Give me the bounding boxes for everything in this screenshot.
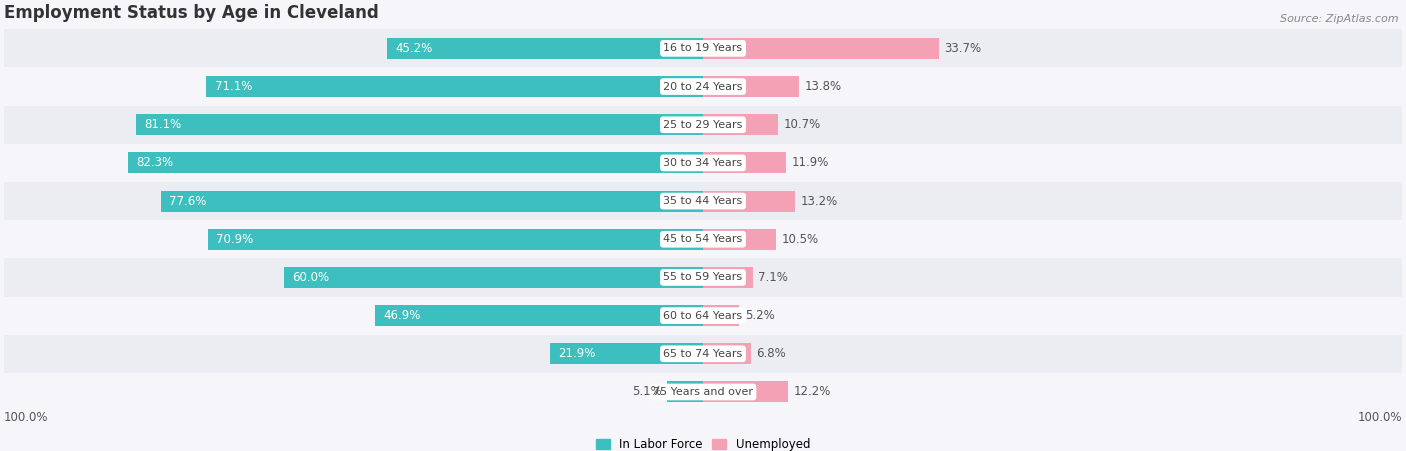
Text: 12.2%: 12.2% xyxy=(794,386,831,399)
Bar xyxy=(4,68,1402,106)
Text: 30 to 34 Years: 30 to 34 Years xyxy=(664,158,742,168)
Bar xyxy=(550,343,703,364)
Bar xyxy=(4,144,1402,182)
Bar xyxy=(4,373,1402,411)
Bar xyxy=(207,76,703,97)
Text: 45 to 54 Years: 45 to 54 Years xyxy=(664,234,742,244)
Text: 100.0%: 100.0% xyxy=(4,411,49,424)
Bar xyxy=(703,382,789,402)
Legend: In Labor Force, Unemployed: In Labor Force, Unemployed xyxy=(596,438,810,451)
Text: 20 to 24 Years: 20 to 24 Years xyxy=(664,82,742,92)
Text: 6.8%: 6.8% xyxy=(756,347,786,360)
Text: 70.9%: 70.9% xyxy=(217,233,253,246)
Text: 13.8%: 13.8% xyxy=(806,80,842,93)
Text: 16 to 19 Years: 16 to 19 Years xyxy=(664,43,742,53)
Text: 33.7%: 33.7% xyxy=(943,42,981,55)
Text: 21.9%: 21.9% xyxy=(558,347,596,360)
Bar xyxy=(703,343,751,364)
Bar xyxy=(4,29,1402,68)
Text: 100.0%: 100.0% xyxy=(1357,411,1402,424)
Bar xyxy=(703,76,800,97)
Text: 60 to 64 Years: 60 to 64 Years xyxy=(664,311,742,321)
Text: 10.7%: 10.7% xyxy=(783,118,821,131)
Text: 81.1%: 81.1% xyxy=(145,118,181,131)
Bar xyxy=(703,267,752,288)
Bar xyxy=(703,114,778,135)
Text: 7.1%: 7.1% xyxy=(758,271,789,284)
Text: 10.5%: 10.5% xyxy=(782,233,820,246)
Text: 75 Years and over: 75 Years and over xyxy=(652,387,754,397)
Text: 46.9%: 46.9% xyxy=(384,309,420,322)
Bar xyxy=(375,305,703,326)
Text: 25 to 29 Years: 25 to 29 Years xyxy=(664,120,742,130)
Bar xyxy=(4,296,1402,335)
Text: 5.1%: 5.1% xyxy=(633,386,662,399)
Text: Employment Status by Age in Cleveland: Employment Status by Age in Cleveland xyxy=(4,4,378,22)
Text: 82.3%: 82.3% xyxy=(136,156,173,170)
Bar xyxy=(387,38,703,59)
Bar xyxy=(4,106,1402,144)
Bar xyxy=(703,191,796,212)
Bar xyxy=(4,258,1402,296)
Bar xyxy=(703,38,939,59)
Text: 65 to 74 Years: 65 to 74 Years xyxy=(664,349,742,359)
Text: 45.2%: 45.2% xyxy=(395,42,433,55)
Bar xyxy=(668,382,703,402)
Text: 35 to 44 Years: 35 to 44 Years xyxy=(664,196,742,206)
Bar xyxy=(703,305,740,326)
Bar xyxy=(136,114,703,135)
Text: Source: ZipAtlas.com: Source: ZipAtlas.com xyxy=(1281,14,1399,23)
Bar xyxy=(4,335,1402,373)
Bar xyxy=(703,152,786,173)
Text: 71.1%: 71.1% xyxy=(215,80,252,93)
Bar xyxy=(4,220,1402,258)
Bar xyxy=(284,267,703,288)
Text: 77.6%: 77.6% xyxy=(169,194,207,207)
Bar xyxy=(128,152,703,173)
Text: 60.0%: 60.0% xyxy=(292,271,329,284)
Text: 11.9%: 11.9% xyxy=(792,156,830,170)
Text: 55 to 59 Years: 55 to 59 Years xyxy=(664,272,742,282)
Bar xyxy=(208,229,703,250)
Text: 13.2%: 13.2% xyxy=(801,194,838,207)
Bar xyxy=(160,191,703,212)
Bar xyxy=(4,182,1402,220)
Text: 5.2%: 5.2% xyxy=(745,309,775,322)
Bar xyxy=(703,229,776,250)
